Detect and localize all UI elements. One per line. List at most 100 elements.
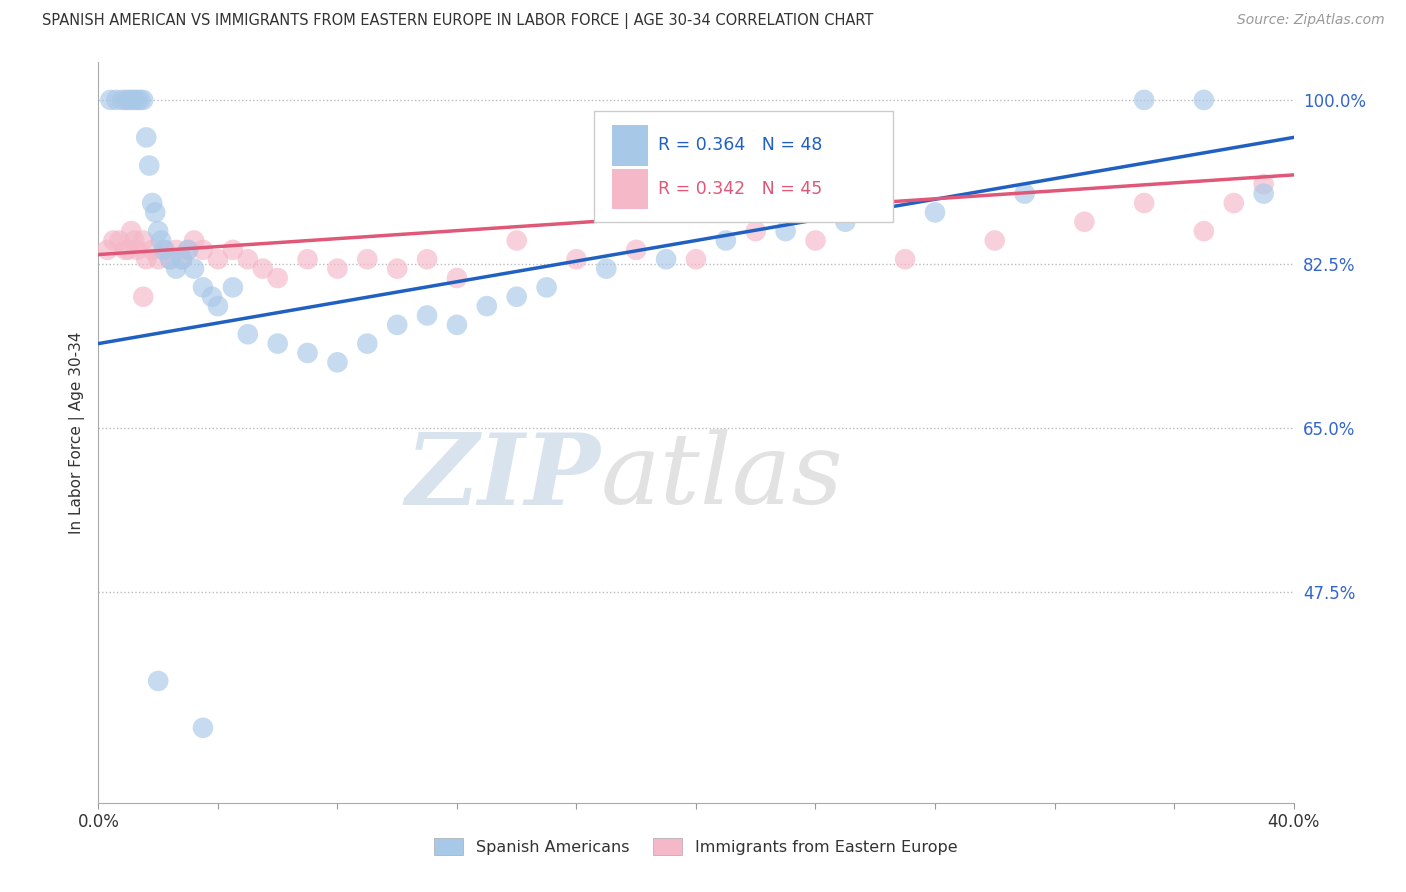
Point <box>416 309 439 323</box>
Point <box>172 252 194 267</box>
Point <box>117 243 139 257</box>
Point <box>165 261 187 276</box>
Point <box>685 252 707 267</box>
FancyBboxPatch shape <box>595 111 893 221</box>
Point <box>159 252 181 267</box>
Point <box>132 290 155 304</box>
Point <box>924 205 946 219</box>
Point <box>1253 178 1275 192</box>
Point <box>135 130 157 145</box>
Point <box>475 299 498 313</box>
Point <box>416 252 439 267</box>
Point <box>105 93 128 107</box>
Point <box>103 234 125 248</box>
Point <box>506 234 529 248</box>
Point <box>297 252 319 267</box>
Point <box>108 234 131 248</box>
Point <box>894 252 917 267</box>
Text: R = 0.364   N = 48: R = 0.364 N = 48 <box>658 136 823 154</box>
Point <box>141 243 163 257</box>
Point <box>153 243 176 257</box>
Point <box>124 93 146 107</box>
Point <box>124 234 146 248</box>
Point <box>252 261 274 276</box>
Point <box>96 243 118 257</box>
FancyBboxPatch shape <box>613 169 648 210</box>
Point <box>98 93 122 107</box>
Point <box>141 196 163 211</box>
Point <box>148 673 170 688</box>
Point <box>1014 186 1036 201</box>
Point <box>984 234 1007 248</box>
Point <box>1192 224 1215 238</box>
Point <box>714 234 737 248</box>
Point <box>506 290 529 304</box>
Point <box>775 224 797 238</box>
Point <box>385 318 409 332</box>
Point <box>446 318 468 332</box>
Point <box>326 261 349 276</box>
Point <box>236 252 259 267</box>
Point <box>446 271 468 285</box>
Text: Source: ZipAtlas.com: Source: ZipAtlas.com <box>1237 13 1385 28</box>
Point <box>236 327 259 342</box>
Point <box>191 721 214 735</box>
Point <box>626 243 648 257</box>
Point <box>1192 93 1215 107</box>
Point <box>222 280 245 294</box>
Point <box>297 346 319 360</box>
Point <box>804 234 827 248</box>
Point <box>1133 196 1156 211</box>
Point <box>191 243 214 257</box>
Text: R = 0.342   N = 45: R = 0.342 N = 45 <box>658 180 823 198</box>
Point <box>148 224 170 238</box>
Point <box>326 355 349 369</box>
Point <box>536 280 558 294</box>
Point <box>1223 196 1246 211</box>
Point <box>135 252 157 267</box>
Point <box>153 243 176 257</box>
Point <box>267 336 290 351</box>
Point <box>655 252 678 267</box>
Point <box>267 271 290 285</box>
Point <box>222 243 245 257</box>
Point <box>143 205 166 219</box>
Point <box>1133 93 1156 107</box>
Point <box>159 252 181 267</box>
Point <box>183 261 205 276</box>
Point <box>183 234 205 248</box>
Point <box>165 243 187 257</box>
Point <box>120 93 142 107</box>
Point <box>565 252 588 267</box>
Point <box>834 215 856 229</box>
Point <box>207 252 229 267</box>
Point <box>127 243 149 257</box>
Y-axis label: In Labor Force | Age 30-34: In Labor Force | Age 30-34 <box>69 331 84 534</box>
Text: SPANISH AMERICAN VS IMMIGRANTS FROM EASTERN EUROPE IN LABOR FORCE | AGE 30-34 CO: SPANISH AMERICAN VS IMMIGRANTS FROM EAST… <box>42 13 873 29</box>
Point <box>150 234 173 248</box>
Point <box>356 252 378 267</box>
Point <box>114 93 136 107</box>
Point <box>148 252 170 267</box>
Point <box>138 159 160 173</box>
Point <box>177 243 200 257</box>
Point <box>745 224 768 238</box>
Point <box>177 243 200 257</box>
Text: atlas: atlas <box>600 429 844 524</box>
Point <box>356 336 378 351</box>
Point <box>172 252 194 267</box>
Legend: Spanish Americans, Immigrants from Eastern Europe: Spanish Americans, Immigrants from Easte… <box>427 832 965 862</box>
Point <box>191 280 214 294</box>
Point <box>111 93 134 107</box>
Text: ZIP: ZIP <box>405 429 600 525</box>
Point <box>595 261 617 276</box>
Point <box>127 93 149 107</box>
Point <box>1253 186 1275 201</box>
FancyBboxPatch shape <box>613 125 648 166</box>
Point <box>129 93 152 107</box>
Point <box>385 261 409 276</box>
Point <box>120 224 142 238</box>
Point <box>201 290 224 304</box>
Point <box>132 93 155 107</box>
Point <box>207 299 229 313</box>
